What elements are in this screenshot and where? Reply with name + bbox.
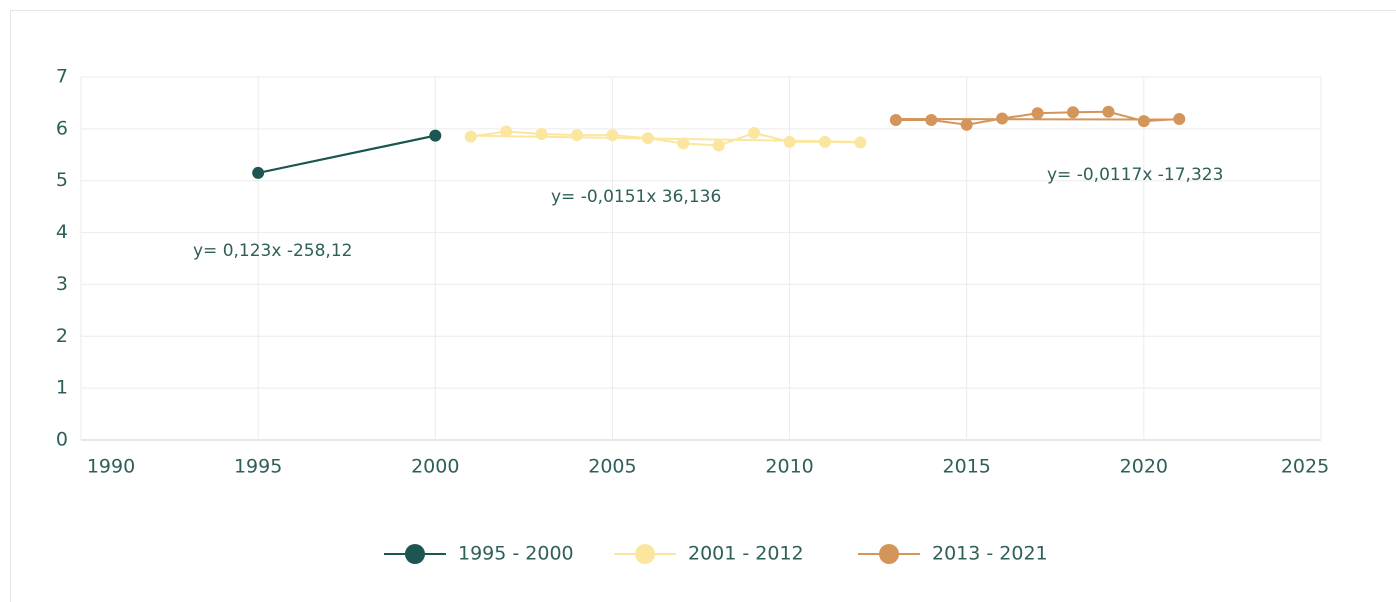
- y-tick-label: 1: [56, 377, 68, 399]
- legend-label: 2013 - 2021: [932, 543, 1048, 565]
- data-point: [641, 132, 654, 145]
- data-point: [819, 135, 831, 148]
- data-point: [712, 139, 725, 152]
- data-point: [783, 135, 796, 148]
- y-tick-label: 7: [56, 66, 68, 88]
- data-point: [429, 129, 442, 142]
- data-point: [889, 114, 902, 127]
- card-border: [10, 10, 1396, 602]
- x-tick-label: 2025: [1281, 456, 1329, 478]
- y-tick-label: 2: [56, 325, 68, 347]
- data-point: [1031, 107, 1044, 120]
- trend-equation: y= -0,0151x 36,136: [551, 187, 721, 207]
- x-tick-label: 2005: [588, 456, 636, 478]
- data-point: [748, 127, 761, 140]
- x-tick-label: 1990: [87, 456, 135, 478]
- data-point: [854, 136, 867, 149]
- y-tick-label: 3: [56, 273, 68, 295]
- x-tick-label: 2010: [765, 456, 813, 478]
- data-point: [925, 114, 938, 127]
- y-tick-label: 4: [56, 221, 68, 243]
- data-point: [1102, 105, 1115, 118]
- trend-equation: y= 0,123x -258,12: [193, 241, 352, 261]
- data-point: [606, 129, 619, 142]
- data-point: [252, 166, 265, 179]
- data-point: [571, 129, 583, 142]
- legend-marker: [405, 544, 425, 564]
- data-point: [500, 125, 513, 138]
- x-tick-label: 2015: [943, 456, 991, 478]
- y-tick-label: 0: [56, 429, 68, 451]
- x-tick-label: 2020: [1120, 456, 1168, 478]
- data-point: [996, 112, 1009, 125]
- data-point: [1173, 113, 1186, 126]
- data-point: [1067, 106, 1079, 119]
- legend-label: 2001 - 2012: [688, 543, 804, 565]
- y-tick-label: 6: [56, 117, 68, 139]
- trend-equation: y= -0,0117x -17,323: [1047, 165, 1223, 185]
- data-point: [1137, 115, 1150, 128]
- x-tick-label: 1995: [234, 456, 282, 478]
- legend-marker: [635, 544, 655, 564]
- legend-label: 1995 - 2000: [458, 543, 574, 565]
- x-tick-label: 2000: [411, 456, 459, 478]
- y-tick-label: 5: [56, 169, 68, 191]
- legend-marker: [879, 544, 899, 564]
- data-point: [960, 118, 973, 131]
- data-point: [464, 130, 477, 143]
- data-point: [677, 137, 690, 150]
- data-point: [535, 128, 548, 141]
- series-line: [257, 134, 436, 174]
